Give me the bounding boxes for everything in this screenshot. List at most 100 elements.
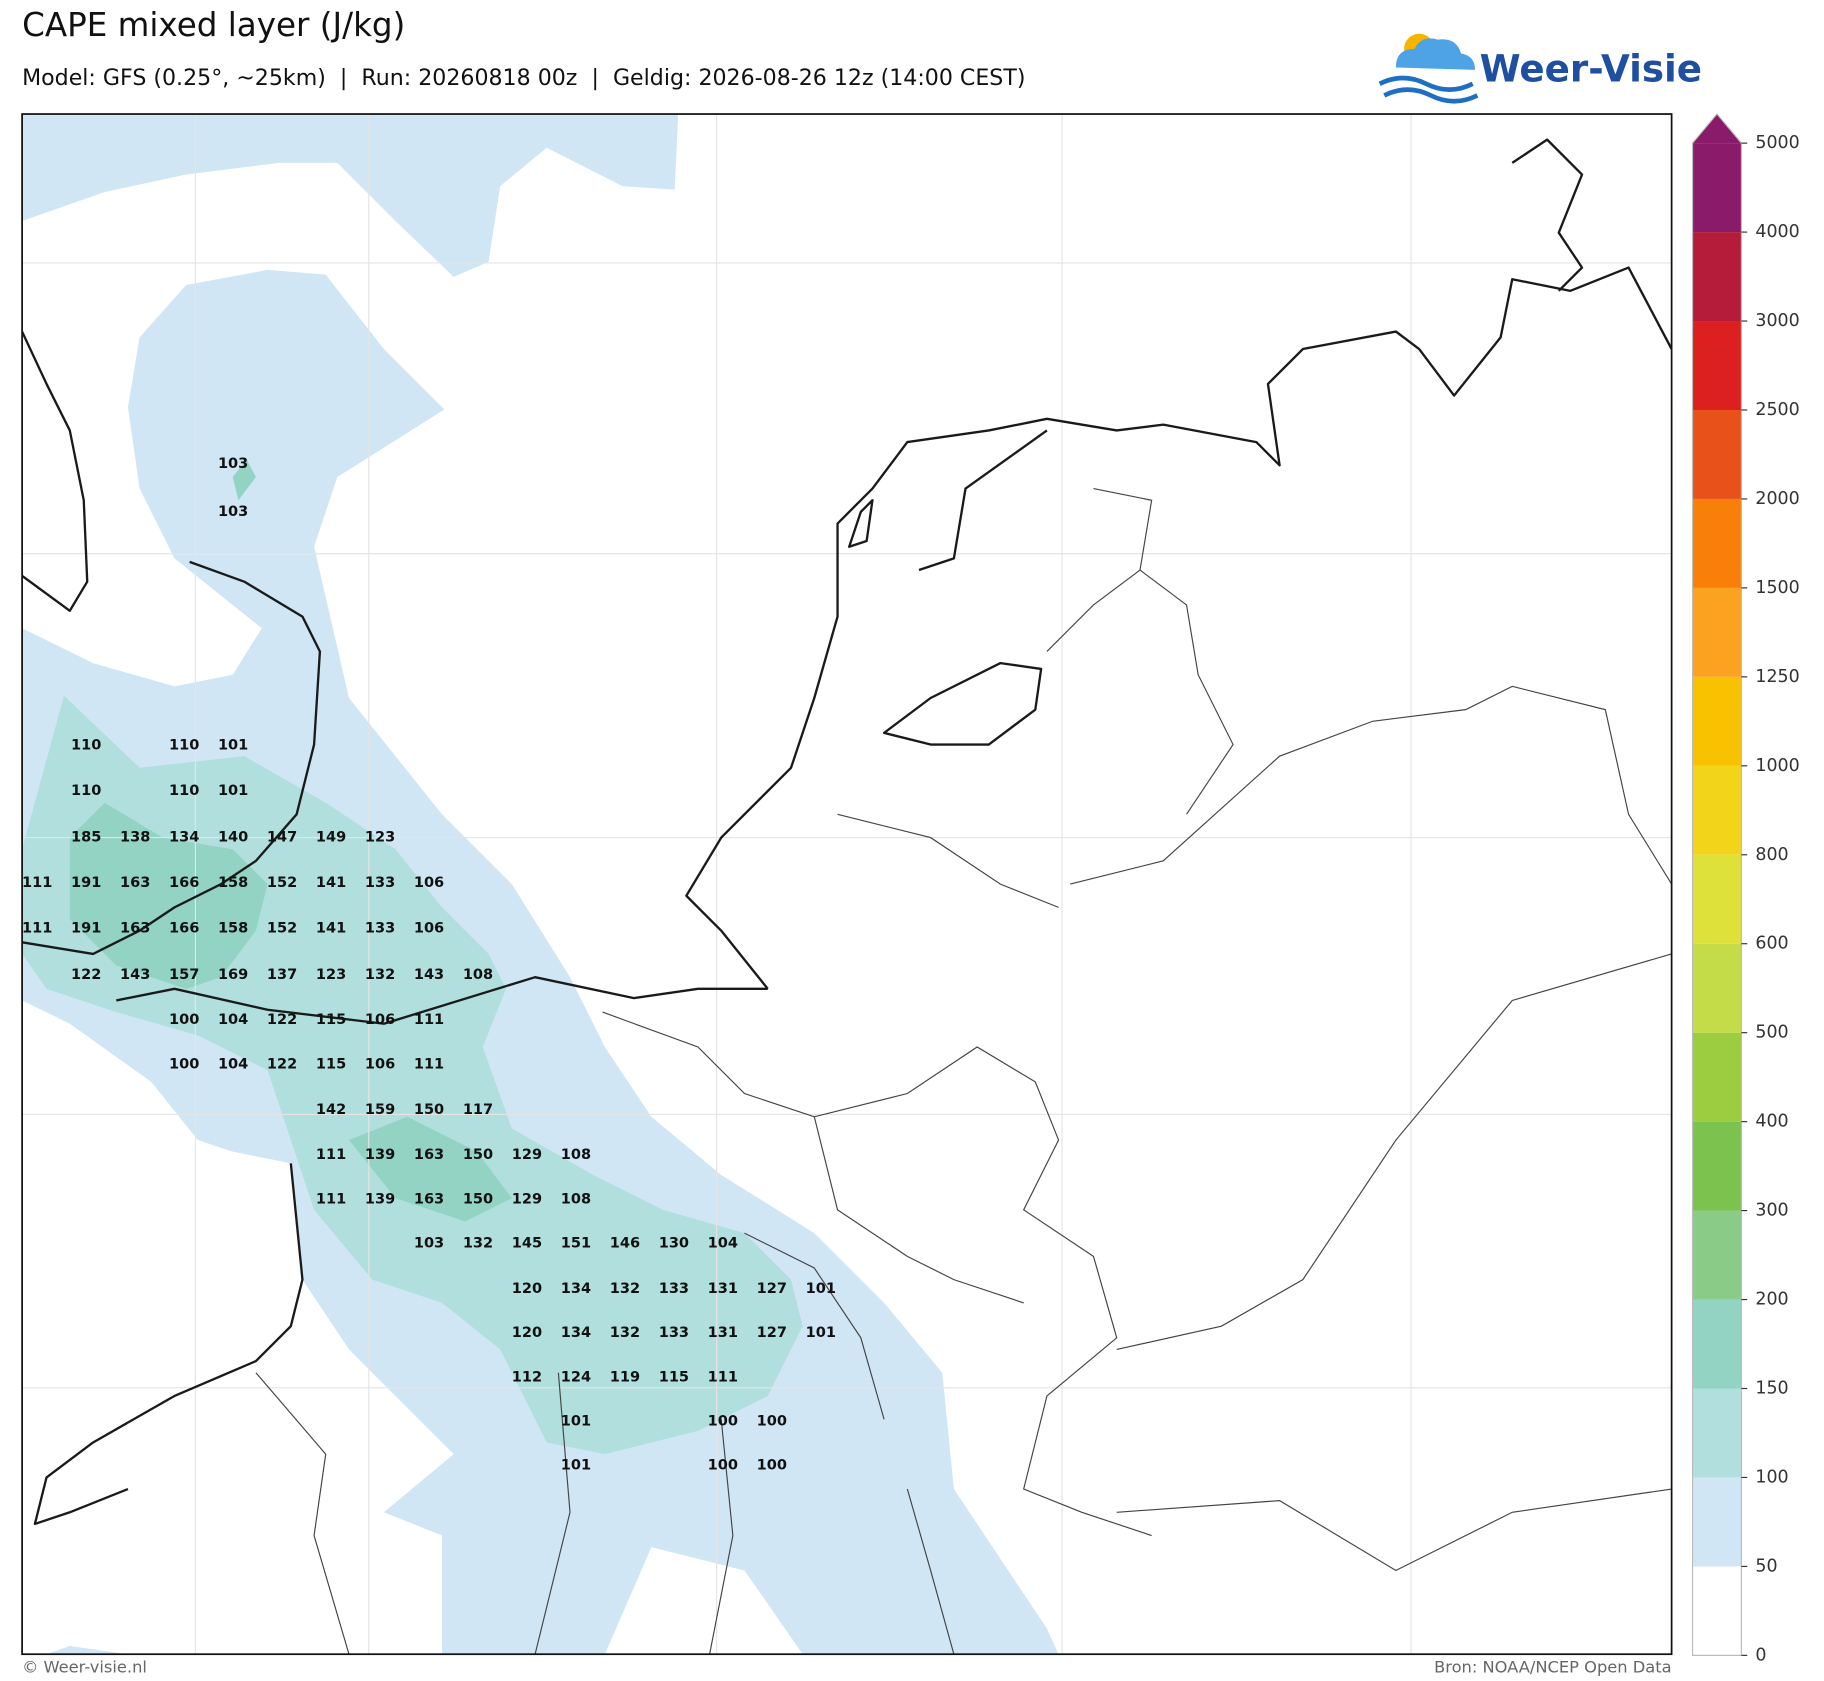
- cape-value: 110: [169, 738, 199, 754]
- cape-value: 169: [218, 967, 248, 983]
- cape-value: 134: [561, 1325, 591, 1341]
- cape-value: 134: [169, 830, 199, 846]
- cape-value: 120: [512, 1325, 542, 1341]
- cape-value: 158: [218, 875, 248, 891]
- cape-50-region: [46, 1646, 128, 1655]
- graticule: [22, 114, 1672, 1655]
- borders: [255, 488, 1672, 1655]
- cape-value: 115: [316, 1056, 346, 1072]
- cape-value: 111: [22, 920, 52, 936]
- cape-value: 166: [169, 920, 199, 936]
- cape-value: 132: [365, 967, 395, 983]
- cape-150-region: [232, 459, 256, 501]
- cape-value: 127: [757, 1325, 787, 1341]
- colorbar-tick-label: 2500: [1755, 400, 1799, 420]
- cape-value: 117: [463, 1102, 493, 1118]
- cape-value: 152: [267, 920, 297, 936]
- colorbar-band: [1692, 498, 1742, 588]
- cape-value: 133: [659, 1325, 689, 1341]
- cape-value: 101: [218, 738, 248, 754]
- coastlines: [22, 138, 1672, 1526]
- cape-value: 122: [71, 967, 101, 983]
- cape-value: 110: [71, 783, 101, 799]
- map-frame: [21, 113, 1673, 1656]
- cape-value: 130: [659, 1236, 689, 1252]
- cape-value: 104: [708, 1236, 738, 1252]
- cape-value: 157: [169, 967, 199, 983]
- cape-value: 131: [708, 1325, 738, 1341]
- cape-value: 150: [463, 1147, 493, 1163]
- cape-value: 103: [218, 504, 248, 520]
- colorbar-band: [1692, 321, 1742, 410]
- cape-value: 110: [169, 783, 199, 799]
- cape-value: 101: [218, 783, 248, 799]
- colorbar-band: [1692, 1032, 1742, 1122]
- cape-50-region: [22, 269, 1059, 1655]
- credit: © Weer-visie.nl: [22, 1658, 147, 1677]
- cape-value: 122: [267, 1056, 297, 1072]
- cape-value: 140: [218, 830, 248, 846]
- colorbar-band: [1692, 943, 1742, 1033]
- title: CAPE mixed layer (J/kg): [22, 6, 405, 44]
- cape-value: 111: [316, 1191, 346, 1207]
- cape-value: 106: [365, 1056, 395, 1072]
- colorbar-tick-label: 50: [1755, 1556, 1777, 1576]
- cape-value: 133: [365, 920, 395, 936]
- cape-value: 101: [806, 1281, 836, 1297]
- colorbar-band: [1692, 143, 1742, 233]
- colorbar-band: [1692, 232, 1742, 322]
- cape-value: 100: [757, 1414, 787, 1430]
- colorbar-band: [1692, 1121, 1742, 1211]
- cape-value: 100: [169, 1056, 199, 1072]
- colorbar-tick-label: 1000: [1755, 756, 1799, 776]
- colorbar-tick-label: 5000: [1755, 133, 1799, 153]
- colorbar-tick-label: 200: [1755, 1290, 1788, 1310]
- cape-value: 159: [365, 1102, 395, 1118]
- colorbar-band: [1692, 1299, 1742, 1389]
- cape-value: 108: [561, 1147, 591, 1163]
- cape-value: 108: [463, 967, 493, 983]
- colorbar-band: [1692, 1566, 1742, 1656]
- cape-value: 101: [561, 1458, 591, 1474]
- cape-value: 143: [414, 967, 444, 983]
- cape-value: 111: [414, 1056, 444, 1072]
- colorbar-tick-label: 800: [1755, 845, 1788, 865]
- cape-value: 139: [365, 1191, 395, 1207]
- colorbar-tick-label: 300: [1755, 1201, 1788, 1221]
- cape-150-region: [69, 802, 268, 989]
- cape-value: 147: [267, 830, 297, 846]
- colorbar-band: [1692, 765, 1742, 855]
- cape-value: 141: [316, 875, 346, 891]
- cape-value: 129: [512, 1191, 542, 1207]
- cape-value: 103: [414, 1236, 444, 1252]
- cape-value: 100: [757, 1458, 787, 1474]
- cape-value: 101: [561, 1414, 591, 1430]
- map: 103 103 110 110 101 110 110 101 185 138 134 140 147 1…: [22, 114, 1672, 1655]
- cape-value: 123: [316, 967, 346, 983]
- colorbar-extend-arrow: [1692, 114, 1742, 144]
- cape-value: 163: [120, 875, 150, 891]
- cape-value: 149: [316, 830, 346, 846]
- cape-value: 152: [267, 875, 297, 891]
- source: Bron: NOAA/NCEP Open Data: [1434, 1658, 1672, 1677]
- subtitle: Model: GFS (0.25°, ~25km) | Run: 2026081…: [22, 65, 1025, 91]
- cape-value: 143: [120, 967, 150, 983]
- cape-value: 106: [414, 920, 444, 936]
- cape-value: 111: [708, 1369, 738, 1385]
- colorbar-tick-label: 150: [1755, 1379, 1788, 1399]
- cape-value: 103: [218, 456, 248, 472]
- colorbar-band: [1692, 1477, 1742, 1567]
- cape-value: 191: [71, 920, 101, 936]
- colorbar-tick-label: 1500: [1755, 578, 1799, 598]
- colorbar-band: [1692, 587, 1742, 677]
- cape-150-region: [348, 1116, 512, 1222]
- cape-value: 141: [316, 920, 346, 936]
- cape-value: 191: [71, 875, 101, 891]
- colorbar-outline: [1691, 113, 1742, 1656]
- cape-value: 123: [365, 830, 395, 846]
- colorbar-tick-label: 1250: [1755, 667, 1799, 687]
- cape-value: 120: [512, 1281, 542, 1297]
- colorbar-tick-label: 600: [1755, 934, 1788, 954]
- logo: Weer-Visie: [1378, 33, 1702, 104]
